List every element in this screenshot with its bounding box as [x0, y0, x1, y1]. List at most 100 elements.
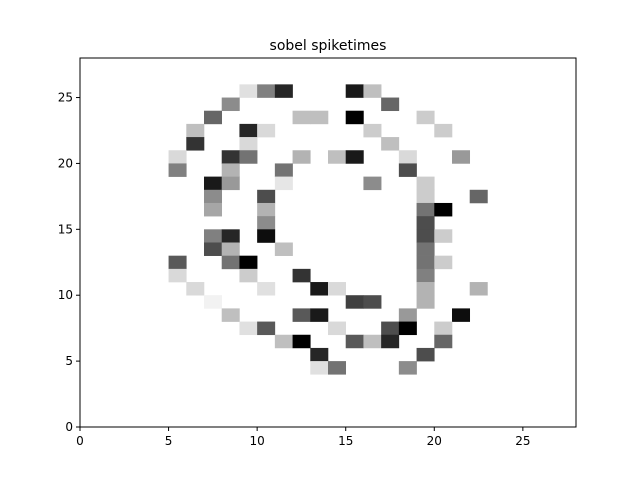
x-tick-label: 0 — [76, 434, 84, 448]
heatmap-cell — [363, 84, 382, 98]
heatmap-cell — [416, 347, 435, 362]
heatmap-cell — [416, 176, 435, 191]
heatmap-cell — [469, 282, 488, 296]
heatmap-cell — [168, 150, 187, 164]
heatmap-cell — [257, 123, 276, 138]
heatmap-cell — [434, 123, 453, 138]
x-tick-label: 15 — [338, 434, 353, 448]
heatmap-cell — [416, 229, 435, 243]
axes-frame — [79, 57, 577, 428]
heatmap-cell — [274, 334, 293, 349]
heatmap-cell — [381, 97, 400, 112]
heatmap-cell — [398, 150, 417, 164]
heatmap-cell — [416, 268, 435, 283]
heatmap-cell — [239, 321, 258, 336]
heatmap-cell — [186, 137, 205, 151]
heatmap-cell — [310, 347, 329, 362]
heatmap-cell — [204, 176, 223, 191]
heatmap-cell — [221, 150, 240, 164]
heatmap-cell — [204, 295, 223, 309]
heatmap-cell — [186, 282, 205, 296]
heatmap-cells — [168, 84, 488, 375]
heatmap-cell — [328, 321, 347, 336]
heatmap-cell — [168, 163, 187, 177]
heatmap-cell — [239, 84, 258, 98]
y-tick-label: 5 — [65, 354, 73, 368]
heatmap-cell — [204, 189, 223, 204]
heatmap-cell — [310, 282, 329, 296]
heatmap-cell — [274, 84, 293, 98]
heatmap-cell — [345, 150, 364, 164]
heatmap-cell — [434, 229, 453, 243]
heatmap-cell — [363, 123, 382, 138]
heatmap-cell — [257, 229, 276, 243]
x-axis: 0 5 10 15 20 25 — [76, 427, 530, 448]
y-tick-label: 15 — [58, 222, 73, 236]
y-axis: 0 5 10 15 20 25 — [58, 91, 80, 434]
heatmap-cell — [416, 216, 435, 230]
heatmap-cell — [345, 295, 364, 309]
heatmap-cell — [310, 361, 329, 375]
heatmap-cell — [416, 189, 435, 204]
heatmap-cell — [239, 268, 258, 283]
heatmap-cell — [434, 255, 453, 270]
heatmap-cell — [328, 150, 347, 164]
heatmap-cell — [257, 84, 276, 98]
heatmap-cell — [381, 321, 400, 336]
heatmap-cell — [452, 308, 471, 322]
heatmap-cell — [221, 255, 240, 270]
heatmap-cell — [398, 163, 417, 177]
heatmap-cell — [221, 242, 240, 256]
heatmap-cell — [469, 189, 488, 204]
heatmap-cell — [168, 255, 187, 270]
heatmap-cell — [292, 334, 311, 349]
heatmap-cell — [416, 202, 435, 217]
heatmap-cell — [416, 295, 435, 309]
heatmap-cell — [257, 216, 276, 230]
heatmap-cell — [221, 229, 240, 243]
heatmap-cell — [328, 282, 347, 296]
heatmap-cell — [434, 202, 453, 217]
heatmap-cell — [345, 84, 364, 98]
heatmap-cell — [416, 255, 435, 270]
heatmap-cell — [204, 229, 223, 243]
heatmap-cell — [186, 123, 205, 138]
heatmap-cell — [239, 255, 258, 270]
heatmap-cell — [363, 176, 382, 191]
heatmap-cell — [239, 137, 258, 151]
heatmap-cell — [381, 137, 400, 151]
heatmap-cell — [221, 176, 240, 191]
heatmap-cell — [328, 361, 347, 375]
heatmap-cell — [221, 308, 240, 322]
heatmap-cell — [363, 334, 382, 349]
heatmap-cell — [257, 202, 276, 217]
heatmap-cell — [168, 268, 187, 283]
heatmap-cell — [398, 361, 417, 375]
heatmap-cell — [452, 150, 471, 164]
heatmap-cell — [345, 110, 364, 125]
heatmap-cell — [363, 295, 382, 309]
heatmap-cell — [310, 110, 329, 125]
x-tick-label: 5 — [165, 434, 173, 448]
heatmap-cell — [398, 308, 417, 322]
heatmap-cell — [434, 334, 453, 349]
heatmap-cell — [292, 150, 311, 164]
x-tick-label: 10 — [250, 434, 265, 448]
heatmap-cell — [257, 282, 276, 296]
x-tick-label: 20 — [427, 434, 442, 448]
heatmap-cell — [274, 242, 293, 256]
heatmap-cell — [274, 163, 293, 177]
heatmap-cell — [434, 321, 453, 336]
y-tick-label: 0 — [65, 420, 73, 434]
heatmap-cell — [274, 176, 293, 191]
heatmap-cell — [292, 268, 311, 283]
x-tick-label: 25 — [515, 434, 530, 448]
heatmap-cell — [416, 110, 435, 125]
heatmap-cell — [345, 334, 364, 349]
y-tick-label: 10 — [58, 288, 73, 302]
heatmap-cell — [221, 163, 240, 177]
heatmap-cell — [204, 202, 223, 217]
chart-title: sobel spiketimes — [270, 38, 387, 54]
heatmap-cell — [239, 123, 258, 138]
